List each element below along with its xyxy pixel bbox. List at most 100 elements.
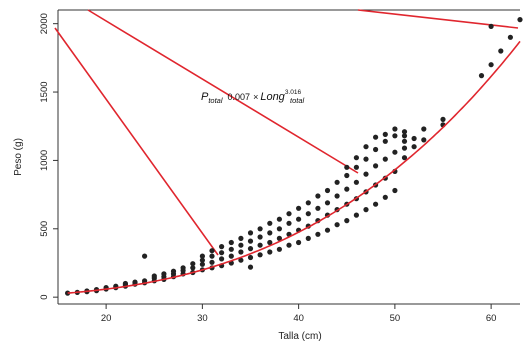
x-tick-label: 40: [293, 313, 304, 324]
data-point: [344, 172, 350, 179]
data-point: [122, 280, 128, 287]
axes: 20 30 40 50 60 0 500 1000 1500 2000 Talla (cm) P…: [13, 9, 520, 342]
data-point: [488, 23, 494, 29]
guide-line-top-right: [357, 9, 519, 29]
data-point: [353, 212, 359, 218]
data-point: [401, 129, 408, 135]
data-point: [199, 257, 205, 263]
equation-annotation: Ptotal 0.007 × Long3.016 total: [201, 89, 305, 105]
data-point: [257, 234, 263, 240]
data-point: [401, 155, 408, 161]
data-point: [247, 230, 254, 236]
x-tick-label: 50: [390, 313, 401, 324]
data-point: [209, 259, 215, 265]
data-point: [199, 261, 205, 267]
x-tick-label: 30: [197, 313, 208, 324]
equation-exponent: 3.016: [285, 89, 302, 96]
data-point: [142, 253, 148, 259]
data-point: [296, 216, 302, 222]
data-point: [363, 207, 369, 213]
data-point: [209, 253, 215, 259]
data-point: [401, 145, 408, 151]
data-point: [228, 246, 234, 252]
y-axis-ticks: 0 500 1000 1500 2000: [39, 13, 58, 300]
data-point: [228, 239, 234, 246]
data-point: [478, 73, 485, 79]
data-point: [421, 126, 427, 132]
data-point: [324, 227, 331, 233]
data-point: [315, 193, 321, 199]
data-point: [132, 279, 138, 285]
data-point: [440, 116, 446, 122]
data-point: [219, 244, 225, 250]
data-point: [315, 231, 321, 237]
data-point: [170, 268, 177, 274]
data-point: [363, 156, 369, 162]
data-points: [65, 17, 523, 296]
data-point: [411, 144, 417, 150]
x-tick-label: 60: [486, 313, 497, 324]
data-point: [276, 235, 282, 241]
data-point: [392, 187, 398, 194]
data-point: [305, 211, 311, 217]
data-point: [373, 201, 379, 207]
y-tick-label: 2000: [39, 13, 50, 34]
data-point: [421, 137, 427, 143]
data-point: [286, 242, 292, 248]
data-point: [247, 264, 254, 270]
data-point: [247, 246, 254, 252]
equation-operator: ×: [253, 92, 258, 102]
data-point: [219, 250, 225, 256]
data-point: [267, 230, 273, 236]
data-point: [209, 248, 215, 254]
data-point: [392, 126, 398, 132]
data-point: [401, 133, 408, 139]
data-point: [238, 242, 244, 248]
data-point: [334, 222, 340, 228]
data-point: [142, 278, 148, 284]
data-point: [353, 155, 359, 161]
data-point: [315, 205, 321, 211]
data-point: [353, 164, 359, 170]
data-point: [257, 226, 263, 232]
guide-line-center: [87, 9, 359, 174]
data-point: [305, 235, 311, 241]
x-tick-label: 20: [101, 313, 112, 324]
data-point: [276, 226, 282, 232]
data-point: [247, 238, 254, 244]
data-point: [238, 235, 244, 241]
data-point: [267, 239, 273, 246]
fitted-curve: [67, 40, 521, 294]
guide-line-left: [54, 27, 219, 256]
data-point: [247, 254, 254, 261]
data-point: [180, 265, 186, 271]
data-point: [344, 218, 350, 224]
data-point: [382, 138, 388, 144]
data-point: [334, 193, 340, 199]
y-tick-label: 0: [39, 295, 50, 300]
equation-lhs-sub: total: [208, 96, 223, 105]
red-guide-lines: [54, 9, 519, 256]
data-point: [267, 220, 273, 226]
y-tick-label: 1500: [39, 81, 50, 102]
data-point: [276, 216, 282, 222]
data-point: [382, 194, 388, 200]
data-point: [373, 146, 379, 153]
data-point: [334, 179, 340, 185]
data-point: [382, 156, 388, 162]
data-point: [324, 200, 331, 206]
data-point: [257, 242, 263, 248]
data-point: [199, 253, 205, 259]
data-point: [324, 187, 331, 194]
data-point: [305, 200, 311, 206]
data-point: [363, 144, 369, 150]
equation-rhs: Long: [260, 91, 285, 103]
data-point: [296, 239, 302, 246]
data-point: [344, 186, 350, 192]
data-point: [238, 249, 244, 255]
data-point: [517, 17, 523, 23]
data-point: [344, 164, 350, 170]
data-point: [190, 265, 196, 271]
data-point: [151, 273, 157, 279]
data-point: [411, 135, 417, 142]
